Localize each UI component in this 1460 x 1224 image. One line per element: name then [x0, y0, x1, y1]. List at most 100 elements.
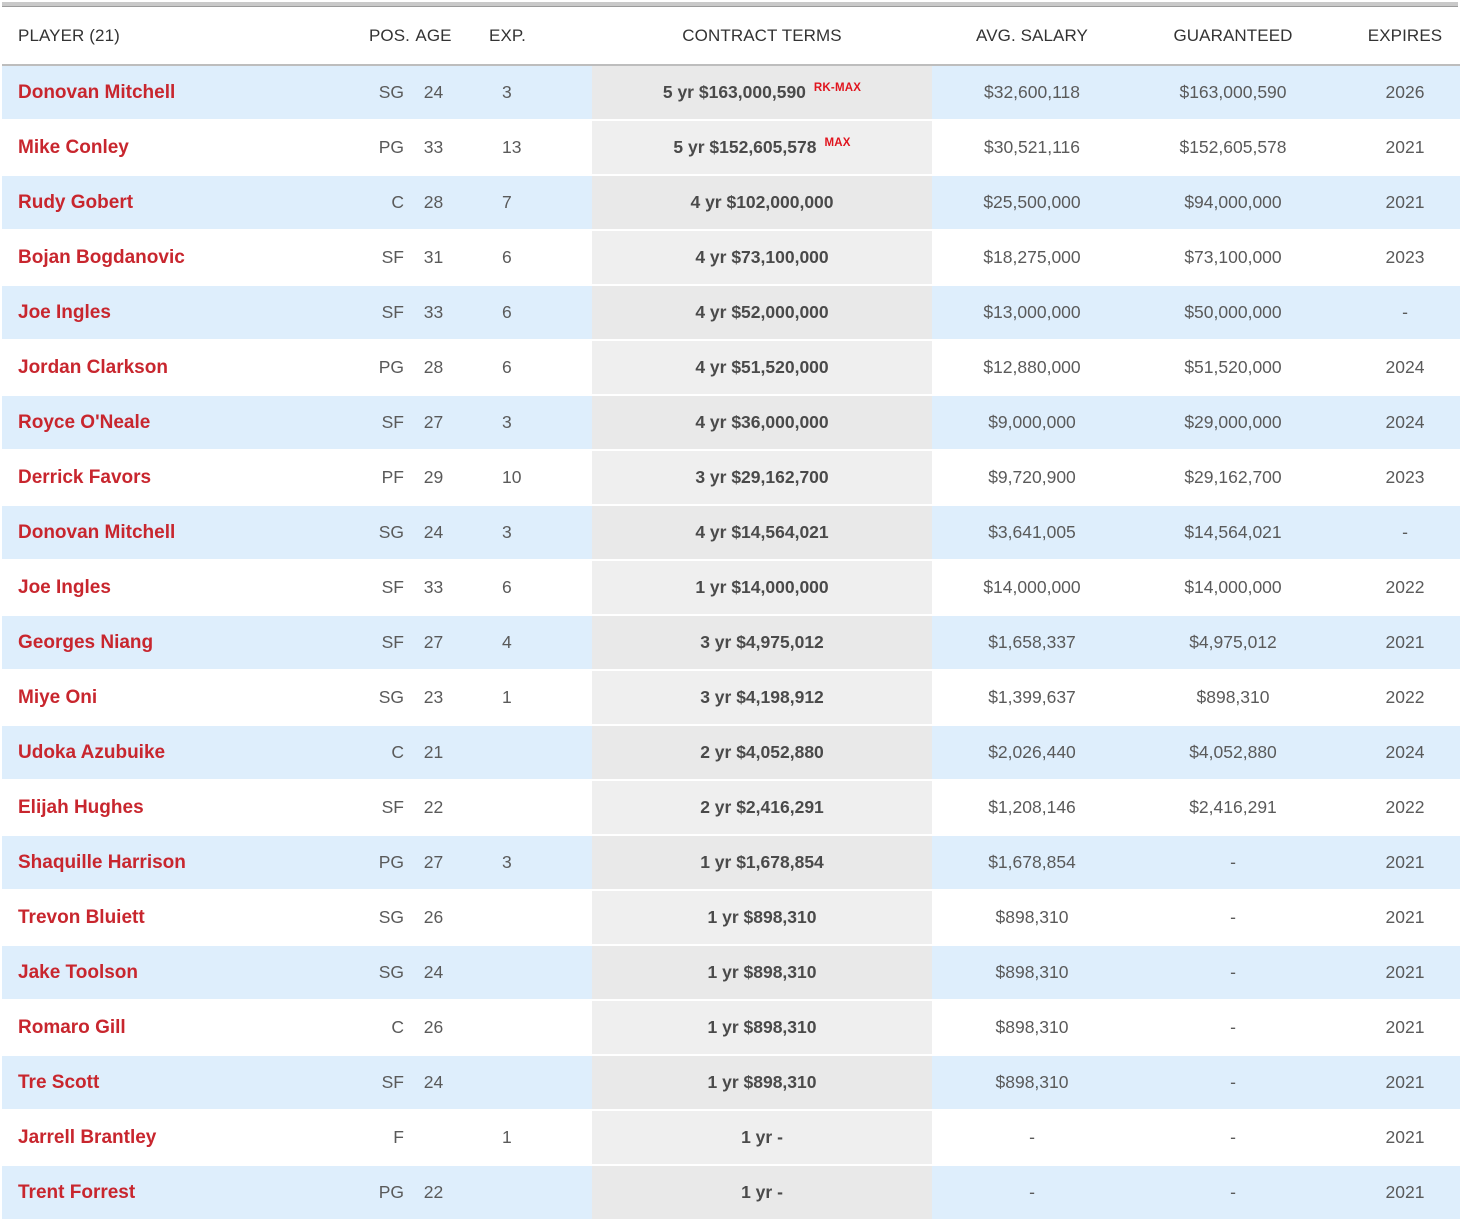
- guaranteed-cell: $4,052,880: [1132, 724, 1334, 780]
- position-cell: C: [270, 724, 410, 780]
- table-row: Bojan Bogdanovic SF 31 6 4 yr $73,100,000 $18…: [2, 229, 1460, 285]
- player-link[interactable]: Donovan Mitchell: [18, 521, 176, 543]
- player-link[interactable]: Tre Scott: [18, 1071, 100, 1093]
- contract-terms-cell: 1 yr -: [592, 1164, 932, 1219]
- expires-cell: 2024: [1334, 339, 1460, 395]
- position-cell: SG: [270, 64, 410, 120]
- position-cell: PG: [270, 834, 410, 890]
- player-cell: Jake Toolson: [2, 944, 270, 1000]
- guaranteed-cell: $2,416,291: [1132, 779, 1334, 835]
- table-row: Tre Scott SF 24 1 yr $898,310 $898,310-2021: [2, 1054, 1460, 1110]
- position-cell: SF: [270, 229, 410, 285]
- player-cell: Royce O'Neale: [2, 394, 270, 450]
- contract-terms-cell: 1 yr -: [592, 1109, 932, 1165]
- player-link[interactable]: Shaquille Harrison: [18, 851, 186, 873]
- age-cell: 24: [410, 504, 457, 560]
- contract-terms-cell: 4 yr $51,520,000: [592, 339, 932, 395]
- header-contract[interactable]: CONTRACT TERMS: [592, 8, 932, 66]
- header-age[interactable]: AGE: [410, 8, 457, 66]
- header-guaranteed[interactable]: GUARANTEED: [1132, 8, 1334, 66]
- contract-terms: 4 yr $52,000,000: [695, 302, 829, 322]
- player-link[interactable]: Derrick Favors: [18, 466, 152, 488]
- player-link[interactable]: Jake Toolson: [18, 961, 139, 983]
- player-cell: Jarrell Brantley: [2, 1109, 270, 1165]
- header-expires[interactable]: EXPIRES: [1334, 8, 1460, 66]
- player-link[interactable]: Bojan Bogdanovic: [18, 246, 185, 268]
- guaranteed-cell: -: [1132, 889, 1334, 945]
- avg-salary-cell: $13,000,000: [932, 284, 1132, 340]
- player-cell: Donovan Mitchell: [2, 504, 270, 560]
- player-link[interactable]: Mike Conley: [18, 136, 129, 158]
- avg-salary-cell: $18,275,000: [932, 229, 1132, 285]
- player-link[interactable]: Georges Niang: [18, 631, 154, 653]
- guaranteed-cell: -: [1132, 1109, 1334, 1165]
- player-link[interactable]: Udoka Azubuike: [18, 741, 166, 763]
- table-row: Donovan Mitchell SG 24 3 4 yr $14,564,021 $3,…: [2, 504, 1460, 560]
- player-link[interactable]: Donovan Mitchell: [18, 81, 176, 103]
- guaranteed-cell: -: [1132, 1164, 1334, 1219]
- player-link[interactable]: Joe Ingles: [18, 301, 111, 323]
- age-cell: 33: [410, 559, 457, 615]
- age-cell: 27: [410, 834, 457, 890]
- top-border: [2, 2, 1458, 7]
- contract-terms: 3 yr $4,198,912: [700, 687, 824, 707]
- table-header: PLAYER (21) POS. AGE EXP. CONTRACT TERMS…: [2, 8, 1460, 66]
- header-avg-salary[interactable]: AVG. SALARY: [932, 8, 1132, 66]
- guaranteed-cell: $73,100,000: [1132, 229, 1334, 285]
- player-link[interactable]: Joe Ingles: [18, 576, 111, 598]
- player-link[interactable]: Elijah Hughes: [18, 796, 144, 818]
- guaranteed-cell: $51,520,000: [1132, 339, 1334, 395]
- experience-cell: [457, 724, 592, 780]
- player-cell: Bojan Bogdanovic: [2, 229, 270, 285]
- position-cell: PG: [270, 1164, 410, 1219]
- table-row: Jarrell Brantley F 1 1 yr - - -2021: [2, 1109, 1460, 1165]
- position-cell: C: [270, 999, 410, 1055]
- table-row: Donovan Mitchell SG 24 3 5 yr $163,000,590 RK…: [2, 64, 1460, 120]
- table-body: Donovan Mitchell SG 24 3 5 yr $163,000,590 RK…: [2, 64, 1460, 1219]
- contract-terms: 5 yr $163,000,590: [662, 82, 806, 102]
- expires-cell: 2021: [1334, 889, 1460, 945]
- contract-terms-cell: 3 yr $4,975,012: [592, 614, 932, 670]
- player-link[interactable]: Trent Forrest: [18, 1181, 136, 1203]
- table-row: Miye Oni SG 23 1 3 yr $4,198,912 $1,399,637 $8…: [2, 669, 1460, 725]
- position-cell: SF: [270, 614, 410, 670]
- expires-cell: -: [1334, 504, 1460, 560]
- player-link[interactable]: Royce O'Neale: [18, 411, 151, 433]
- expires-cell: 2022: [1334, 559, 1460, 615]
- contract-terms: 1 yr $898,310: [707, 907, 817, 927]
- header-pos[interactable]: POS.: [270, 8, 410, 66]
- player-cell: Rudy Gobert: [2, 174, 270, 230]
- table-row: Joe Ingles SF 33 6 1 yr $14,000,000 $14,000,0…: [2, 559, 1460, 615]
- contract-terms-cell: 1 yr $898,310: [592, 889, 932, 945]
- player-link[interactable]: Jarrell Brantley: [18, 1126, 157, 1148]
- table-row: Jake Toolson SG 24 1 yr $898,310 $898,310-20…: [2, 944, 1460, 1000]
- avg-salary-cell: $30,521,116: [932, 119, 1132, 175]
- contract-terms-cell: 1 yr $898,310: [592, 1054, 932, 1110]
- guaranteed-cell: $29,000,000: [1132, 394, 1334, 450]
- player-cell: Udoka Azubuike: [2, 724, 270, 780]
- avg-salary-cell: $898,310: [932, 1054, 1132, 1110]
- position-cell: SF: [270, 394, 410, 450]
- player-link[interactable]: Jordan Clarkson: [18, 356, 168, 378]
- experience-cell: 3: [457, 834, 592, 890]
- table-row: Royce O'Neale SF 27 3 4 yr $36,000,000 $9,000…: [2, 394, 1460, 450]
- table-row: Mike Conley PG 33 13 5 yr $152,605,578 MAX $30…: [2, 119, 1460, 175]
- table-row: Elijah Hughes SF 22 2 yr $2,416,291 $1,208,1…: [2, 779, 1460, 835]
- experience-cell: [457, 999, 592, 1055]
- contract-terms: 3 yr $4,975,012: [700, 632, 824, 652]
- age-cell: 24: [410, 944, 457, 1000]
- player-link[interactable]: Romaro Gill: [18, 1016, 126, 1038]
- header-exp[interactable]: EXP.: [457, 8, 592, 66]
- player-link[interactable]: Rudy Gobert: [18, 191, 134, 213]
- position-cell: SF: [270, 559, 410, 615]
- guaranteed-cell: $50,000,000: [1132, 284, 1334, 340]
- player-link[interactable]: Miye Oni: [18, 686, 98, 708]
- avg-salary-cell: $1,658,337: [932, 614, 1132, 670]
- header-player[interactable]: PLAYER (21): [2, 8, 270, 66]
- age-cell: 28: [410, 174, 457, 230]
- guaranteed-cell: $14,564,021: [1132, 504, 1334, 560]
- avg-salary-cell: $12,880,000: [932, 339, 1132, 395]
- guaranteed-cell: $29,162,700: [1132, 449, 1334, 505]
- experience-cell: 10: [457, 449, 592, 505]
- player-link[interactable]: Trevon Bluiett: [18, 906, 145, 928]
